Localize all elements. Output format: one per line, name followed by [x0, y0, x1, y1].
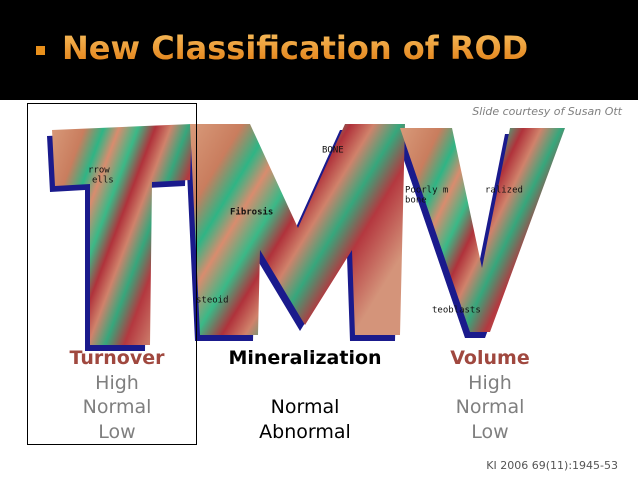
figure-label: BONE	[322, 146, 344, 156]
column-item: Normal	[455, 396, 525, 418]
tmv-letters	[47, 124, 565, 351]
figure-label: Fibrosis	[230, 207, 273, 218]
figure-label: Poorly m	[405, 186, 448, 196]
column-item: Normal	[270, 396, 340, 418]
column: Turnover High Normal Low	[62, 346, 172, 444]
column-item: Low	[98, 420, 136, 443]
column-heading: Volume	[450, 347, 530, 369]
column: Volume High Normal Low	[440, 346, 540, 444]
header-band	[0, 0, 638, 100]
bullet	[36, 46, 45, 55]
column-item: High	[95, 371, 139, 394]
turnover-box	[27, 103, 197, 445]
column-heading: Mineralization	[228, 347, 382, 369]
column-heading: Turnover	[69, 347, 165, 369]
figure-label: rrow	[88, 166, 110, 176]
figure-labels: rrow ells BONE Fibrosis Poorly m ralized…	[88, 146, 523, 316]
figure-label: ells	[92, 176, 114, 186]
column-item: Low	[471, 420, 509, 443]
figure-label: teoblasts	[432, 306, 481, 316]
figure-label: bone	[405, 196, 427, 206]
column: Mineralization Normal Abnormal	[220, 346, 390, 444]
column-item: High	[468, 371, 512, 394]
citation: KI 2006 69(11):1945-53	[486, 459, 618, 472]
column-item: Abnormal	[259, 420, 351, 443]
column-item: Normal	[82, 396, 152, 418]
title: New Classification of ROD	[62, 29, 528, 67]
credit: Slide courtesy of Susan Ott	[472, 105, 622, 118]
figure-label: steoid	[196, 296, 229, 306]
figure-label: ralized	[485, 186, 523, 196]
